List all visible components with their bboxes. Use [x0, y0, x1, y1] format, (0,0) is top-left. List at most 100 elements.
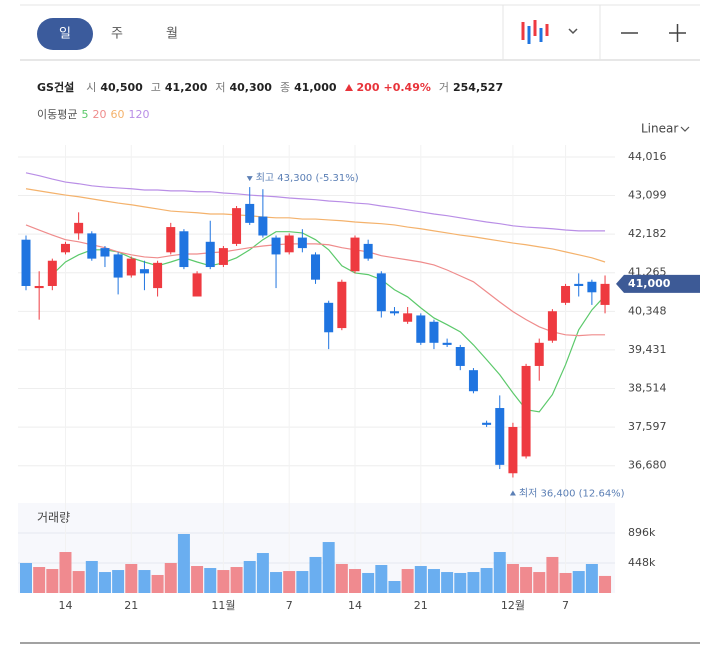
x-tick-label: 12월	[501, 599, 525, 612]
volume-bar	[599, 575, 612, 593]
volume-tick-label: 448k	[628, 556, 656, 569]
candle-body	[468, 370, 478, 392]
candle-body	[429, 321, 439, 343]
volume-bar	[191, 566, 204, 593]
candle-body	[192, 273, 202, 297]
candle-body	[60, 243, 70, 253]
x-tick-label: 7	[286, 599, 293, 612]
candle-body	[337, 281, 347, 329]
x-tick-label: 21	[414, 599, 428, 612]
volume-bar	[349, 569, 361, 593]
candle-body	[126, 258, 136, 276]
volume-bar	[309, 556, 322, 593]
volume-bar	[427, 569, 440, 593]
volume-tick-label: 896k	[628, 526, 656, 539]
volume-bar	[362, 572, 375, 593]
candle-body	[218, 248, 228, 265]
candle-body	[534, 342, 544, 366]
volume-bar	[20, 562, 32, 593]
max-annotation: 최고 43,300 (-5.31%)	[256, 172, 359, 184]
volume-bar	[256, 553, 269, 593]
candle-body	[350, 237, 360, 272]
quote-value: 40,300	[229, 80, 272, 94]
y-tick-label: 40,348	[628, 304, 667, 317]
candle-body	[587, 281, 597, 293]
candle-body	[521, 365, 531, 457]
volume-bar	[467, 572, 480, 593]
volume-bar	[296, 571, 309, 593]
max-marker	[246, 176, 253, 182]
candle-body	[271, 237, 281, 255]
y-tick-label: 43,099	[628, 189, 667, 202]
zoom-in[interactable]	[669, 24, 686, 42]
candle-body	[166, 227, 176, 253]
candle-body	[495, 408, 505, 465]
dropdown-chevron[interactable]	[568, 28, 578, 35]
volume-bar	[151, 574, 164, 593]
chart-type-icon[interactable]	[521, 20, 549, 44]
volume-bar	[559, 572, 572, 593]
quote-label: 거	[438, 81, 449, 94]
candle-body	[87, 233, 97, 259]
stock-name: GS건설	[37, 81, 75, 94]
volume-bar	[204, 568, 217, 593]
x-tick-label: 14	[348, 599, 362, 612]
candle-body	[21, 239, 31, 286]
candle-body	[455, 347, 465, 366]
volume-bar	[46, 569, 59, 593]
y-tick-label: 42,182	[628, 227, 667, 240]
volume-bar	[164, 562, 177, 593]
x-tick-label: 21	[124, 599, 138, 612]
scale-toggle[interactable]: Linear	[641, 122, 678, 136]
volume-bar	[520, 567, 533, 593]
x-tick-label: 14	[58, 599, 72, 612]
ma-legend: 이동평균 5 20 60 120	[37, 106, 149, 122]
volume-bar	[270, 572, 283, 593]
candle-body	[600, 283, 610, 305]
candle-body	[482, 422, 492, 425]
tab[interactable]: 주	[111, 27, 123, 42]
volume-bar	[441, 572, 454, 593]
candle-body	[153, 262, 163, 289]
legend-entry: 20	[92, 107, 107, 121]
ma-line	[25, 172, 606, 232]
ma-line	[25, 188, 606, 263]
candle-body	[416, 315, 426, 343]
volume-bar	[243, 560, 256, 593]
volume-bar	[59, 552, 72, 593]
candle-body	[442, 342, 452, 345]
tab-active[interactable]	[37, 18, 93, 50]
quote-value: 254,527	[453, 80, 504, 94]
up-arrow	[344, 83, 353, 91]
volume-title: 거래량	[37, 511, 70, 525]
quote-summary: GS건설 시 40,500 고 41,200 저 40,300 종 41,000 200 +0.49…	[37, 79, 507, 95]
volume-bar	[33, 567, 46, 593]
volume-bar	[98, 572, 111, 593]
candle-body	[245, 203, 255, 223]
candle-body	[389, 311, 399, 314]
tab[interactable]: 일	[59, 27, 71, 42]
tab[interactable]: 월	[166, 27, 178, 42]
candle-body	[113, 254, 123, 278]
quote-value: 41,000	[294, 80, 337, 94]
candle-body	[139, 269, 149, 274]
volume-bar	[230, 567, 243, 593]
last-price-label: 41,000	[628, 277, 671, 290]
volume-bar	[454, 572, 467, 593]
candle-body	[232, 208, 242, 244]
volume-bar	[112, 570, 125, 593]
ma-title: 이동평균	[37, 108, 78, 121]
legend-entry: 60	[110, 107, 125, 121]
volume-bar	[585, 564, 598, 593]
candle-body	[34, 285, 44, 289]
candle-body	[74, 222, 84, 234]
candle-body	[403, 313, 413, 322]
scale-chevron[interactable]	[680, 126, 690, 132]
candle-body	[47, 260, 57, 286]
volume-bar	[480, 568, 493, 593]
y-tick-label: 36,680	[628, 459, 667, 472]
volume-bar	[217, 570, 230, 593]
candle-body	[100, 248, 110, 257]
min-annotation: 최저 36,400 (12.64%)	[519, 487, 625, 499]
